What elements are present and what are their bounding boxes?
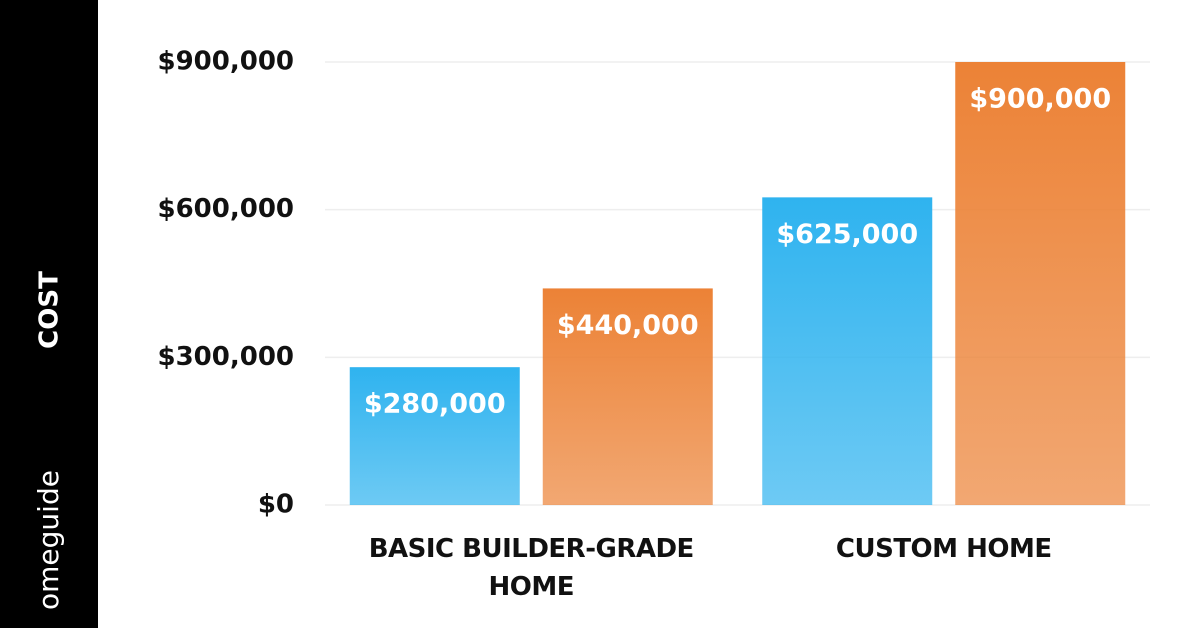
value-label: $900,000 (969, 84, 1111, 115)
value-label: $625,000 (776, 219, 918, 250)
value-label: $440,000 (557, 310, 699, 341)
value-label: $280,000 (364, 389, 506, 420)
y-tick-label: $0 (258, 490, 294, 520)
y-axis-title: COST (35, 271, 65, 349)
bar (955, 62, 1126, 505)
y-tick-label: $600,000 (157, 194, 294, 224)
bar (349, 367, 520, 505)
y-tick-label: $300,000 (157, 342, 294, 372)
brand-watermark: omeguide (32, 470, 65, 610)
sidebar (0, 0, 98, 628)
bar (542, 288, 713, 505)
x-tick-label: BASIC BUILDER-GRADE HOME (368, 534, 695, 602)
bar (762, 197, 933, 505)
x-tick-label: CUSTOM HOME (835, 534, 1052, 564)
y-tick-label: $900,000 (157, 47, 294, 77)
